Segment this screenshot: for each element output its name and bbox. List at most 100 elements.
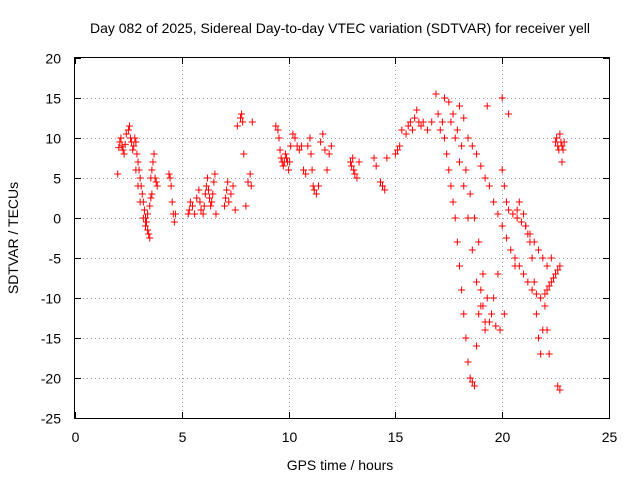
data-point [402,130,410,138]
data-point [438,118,446,126]
data-point [351,170,359,178]
data-point [524,278,532,286]
data-point [304,142,312,150]
data-point [325,150,333,158]
data-point [139,214,147,222]
data-point [171,210,179,218]
data-point [490,198,498,206]
data-point [285,166,293,174]
data-point [553,134,561,142]
data-point [321,146,329,154]
data-point [488,310,496,318]
data-point [423,126,431,134]
data-point [136,174,144,182]
data-point [347,158,355,166]
data-point [323,166,331,174]
data-point [468,246,476,254]
x-tick-label: 5 [179,429,187,445]
x-tick-labels: 0 5 10 15 20 25 [72,429,618,445]
data-point [473,342,481,350]
data-point [246,170,254,178]
data-point [477,286,485,294]
data-point [481,326,489,334]
data-point [485,182,493,190]
data-point [222,194,230,202]
data-point [417,122,425,130]
data-point [199,210,207,218]
data-point [552,270,560,278]
data-point [138,190,146,198]
data-point [543,262,551,270]
data-point [121,140,129,148]
data-point [547,254,555,262]
data-point [247,182,255,190]
data-point [136,198,144,206]
x-tick-label: 0 [72,429,80,445]
data-point [196,198,204,206]
data-point [462,166,470,174]
data-point [281,150,289,158]
plot-frame [74,57,610,419]
data-point [206,194,214,202]
data-point [197,206,205,214]
data-point [166,174,174,182]
data-point [125,122,133,130]
data-point [233,122,241,130]
data-point [419,118,427,126]
data-point [398,126,406,134]
data-point [221,202,229,210]
data-point [500,310,508,318]
data-point [545,282,553,290]
data-point [449,110,457,118]
data-point [473,150,481,158]
data-point [475,310,483,318]
data-point [207,202,215,210]
data-point [149,158,157,166]
data-point [483,102,491,110]
data-point [225,198,233,206]
data-point [272,122,280,130]
data-point [148,190,156,198]
y-tick-label: -10 [41,291,61,307]
chart-title: Day 082 of 2025, Sidereal Day-to-day VTE… [90,20,590,36]
data-point [470,214,478,222]
data-point [496,326,504,334]
data-point [413,106,421,114]
y-tick-label: 20 [45,51,61,67]
data-point [208,198,216,206]
y-tick-label: 15 [45,91,61,107]
data-point [404,122,412,130]
x-axis-label: GPS time / hours [287,457,394,473]
data-point [122,130,130,138]
data-point [147,194,155,202]
data-point [146,202,154,210]
data-point [185,206,193,214]
data-point [114,170,122,178]
data-point [559,146,567,154]
data-point [276,146,284,154]
data-point [509,210,517,218]
data-point [494,210,502,218]
y-tick-label: -25 [41,411,61,427]
data-point [370,154,378,162]
data-point [242,202,250,210]
data-point [145,230,153,238]
data-point [237,114,245,122]
data-point [279,162,287,170]
data-point [528,254,536,262]
data-point [558,158,566,166]
data-point [353,174,361,182]
data-point [116,138,124,146]
x-tick-label: 15 [388,429,404,445]
data-point [455,158,463,166]
data-point [505,206,513,214]
data-point [464,358,472,366]
data-point [307,150,315,158]
data-point [124,126,132,134]
data-point [396,142,404,150]
data-point [502,198,510,206]
data-point [447,182,455,190]
data-point [306,134,314,142]
data-point [532,310,540,318]
